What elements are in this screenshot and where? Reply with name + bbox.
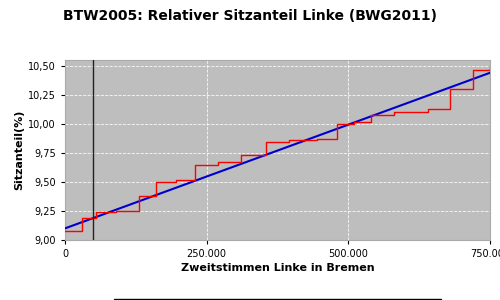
Legend: Sitzanteil real, Sitzanteil ideal, Wahlergebnis: Sitzanteil real, Sitzanteil ideal, Wahle…: [114, 299, 442, 300]
Text: BTW2005: Relativer Sitzanteil Linke (BWG2011): BTW2005: Relativer Sitzanteil Linke (BWG…: [63, 9, 437, 23]
X-axis label: Zweitstimmen Linke in Bremen: Zweitstimmen Linke in Bremen: [180, 263, 374, 273]
Y-axis label: Sitzanteil(%): Sitzanteil(%): [14, 110, 24, 190]
